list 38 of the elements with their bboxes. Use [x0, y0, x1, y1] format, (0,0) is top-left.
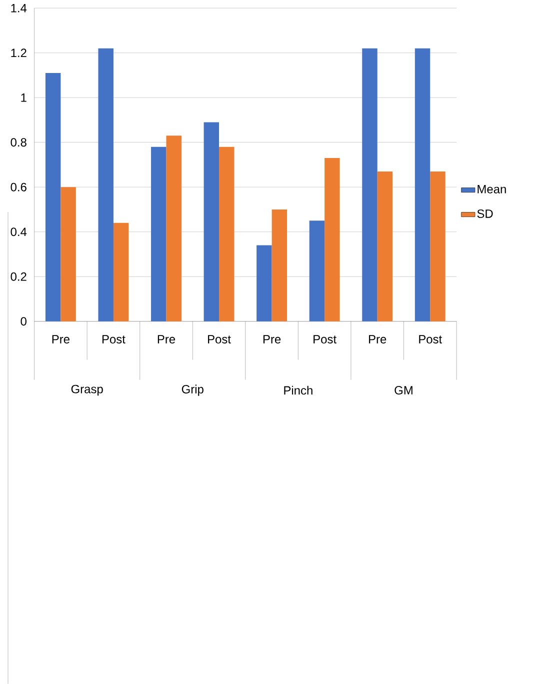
y-tick-label: 0.4 [10, 228, 27, 236]
x-tick-label: Pre [158, 335, 176, 344]
x-tick-label: Pre [369, 335, 386, 344]
text: Grip [182, 384, 204, 396]
bar [204, 122, 220, 322]
text: Pinch [284, 386, 312, 395]
bar [430, 171, 446, 322]
y-tick-label: 0.6 [10, 182, 26, 192]
x-tick-label: Post [419, 335, 442, 344]
legend-label: Mean [478, 185, 506, 194]
y-tick-label: 1.2 [11, 48, 26, 58]
y-tick-label: 0.8 [10, 138, 26, 147]
bar [377, 171, 393, 322]
text: GM [394, 386, 412, 394]
bar [98, 48, 114, 322]
x-tick-label: Post [102, 335, 126, 344]
y-tick-label: 0 [20, 317, 26, 326]
y-tick-label: 1 [21, 93, 26, 102]
bar [272, 209, 288, 322]
y-tick-label: 0.2 [10, 272, 26, 281]
bar [113, 222, 129, 322]
bar [324, 158, 340, 322]
y-tick-label: 1.4 [11, 4, 27, 12]
bar [309, 220, 325, 322]
bar [362, 48, 378, 322]
bar [414, 48, 430, 322]
bar [45, 72, 61, 322]
x-tick-label: Post [208, 335, 231, 344]
text: Grasp [71, 384, 103, 396]
bar [219, 146, 234, 322]
bar [60, 187, 76, 322]
x-tick-label: Pre [263, 335, 281, 344]
legend-label: SD [477, 209, 493, 218]
x-tick-label: Post [314, 335, 336, 344]
bar [256, 245, 272, 322]
bar [166, 136, 182, 322]
x-tick-label: Pre [52, 335, 70, 344]
bar [151, 146, 166, 322]
